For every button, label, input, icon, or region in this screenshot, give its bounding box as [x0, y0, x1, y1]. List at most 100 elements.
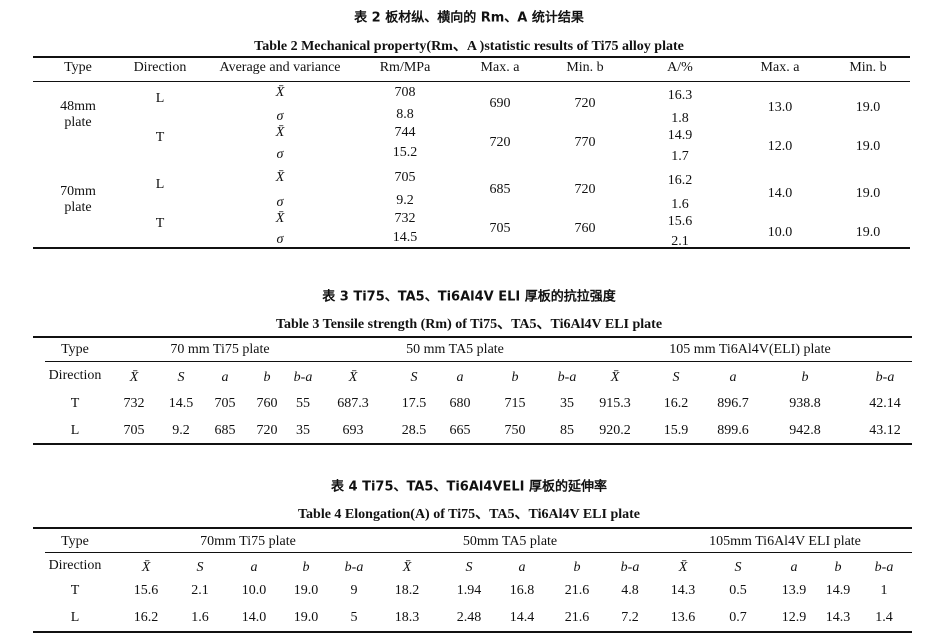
- direction-cell: T: [155, 130, 165, 145]
- value-cell: 15.6: [133, 583, 159, 598]
- rm-min-cell: 720: [574, 181, 596, 197]
- stat-subheader: a: [790, 560, 798, 575]
- value-cell: 9: [350, 583, 358, 598]
- column-header: A/%: [667, 60, 693, 75]
- stat-subheader: b-a: [344, 560, 364, 575]
- value-cell: 687.3: [337, 396, 369, 411]
- value-cell: 760: [256, 396, 278, 411]
- stat-subheader: b-a: [557, 370, 577, 385]
- value-cell: 43.12: [869, 423, 901, 438]
- table-rule: [33, 631, 912, 633]
- a-max-cell: 13.0: [767, 100, 793, 115]
- stat-subheader: b: [801, 370, 809, 385]
- value-cell: 915.3: [599, 396, 631, 411]
- mean-symbol: X̄: [275, 211, 285, 226]
- stat-subheader: X̄: [141, 560, 151, 575]
- plate-group-header: 50mm TA5 plate: [462, 534, 558, 549]
- a-max-cell: 10.0: [767, 224, 793, 240]
- value-cell: 21.6: [564, 583, 590, 598]
- a-min-cell: 19.0: [855, 100, 881, 115]
- value-cell: 1.94: [456, 583, 482, 598]
- plate-group-header: 105 mm Ti6Al4V(ELI) plate: [669, 342, 831, 357]
- type-header: Type: [61, 342, 89, 357]
- rm-max-cell: 720: [489, 135, 511, 150]
- column-header: Average and variance: [219, 60, 341, 75]
- value-cell: 4.8: [621, 583, 639, 598]
- value-cell: 13.6: [670, 610, 696, 625]
- value-cell: 0.7: [729, 610, 747, 625]
- stat-subheader: a: [250, 560, 258, 575]
- value-cell: 35: [296, 423, 310, 438]
- rm-sd-cell: 15.2: [392, 145, 418, 160]
- value-cell: 85: [560, 423, 574, 438]
- value-cell: 28.5: [401, 423, 427, 438]
- column-header: Min. b: [566, 60, 604, 75]
- stat-subheader: b-a: [620, 560, 640, 575]
- stat-subheader: X̄: [129, 370, 139, 385]
- rm-mean-cell: 705: [394, 170, 416, 185]
- stat-subheader: S: [177, 370, 185, 385]
- a-mean-cell: 15.6: [667, 214, 693, 229]
- a-max-cell: 14.0: [767, 185, 793, 201]
- value-cell: 19.0: [293, 610, 319, 625]
- stat-subheader: b-a: [293, 370, 313, 385]
- stat-subheader: X̄: [402, 560, 412, 575]
- value-cell: 35: [560, 396, 574, 411]
- value-cell: 1: [880, 583, 888, 598]
- a-mean-cell: 16.3: [667, 88, 693, 103]
- value-cell: 680: [449, 396, 471, 411]
- stat-subheader: b: [263, 370, 271, 385]
- rm-min-cell: 770: [574, 135, 596, 150]
- stat-subheader: a: [221, 370, 229, 385]
- stat-subheader: X̄: [610, 370, 620, 385]
- value-cell: 42.14: [869, 396, 901, 411]
- a-sd-cell: 1.8: [671, 111, 689, 126]
- stat-subheader: S: [196, 560, 204, 575]
- value-cell: 10.0: [241, 583, 267, 598]
- value-cell: 7.2: [621, 610, 639, 625]
- type-header: Type: [61, 534, 89, 549]
- value-cell: 693: [342, 423, 364, 438]
- value-cell: 750: [504, 423, 526, 438]
- a-mean-cell: 14.9: [667, 128, 693, 143]
- plate-type-cell: 48mm plate: [60, 99, 96, 130]
- value-cell: 16.2: [133, 610, 159, 625]
- value-cell: 14.3: [670, 583, 696, 598]
- stat-subheader: b: [834, 560, 842, 575]
- rm-sd-cell: 14.5: [392, 230, 418, 245]
- stat-subheader: S: [465, 560, 473, 575]
- table-rule: [33, 81, 910, 82]
- table-2-title-cn: 表 2 板材纵、横向的 Rm、A 统计结果: [354, 10, 584, 26]
- sigma-symbol: σ: [276, 232, 284, 247]
- column-header: Rm/MPa: [379, 60, 431, 75]
- value-cell: 55: [296, 396, 310, 411]
- rm-sd-cell: 8.8: [396, 107, 414, 122]
- stat-subheader: S: [672, 370, 680, 385]
- value-cell: 705: [123, 423, 145, 438]
- column-header: Min. b: [849, 60, 887, 75]
- value-cell: 16.2: [663, 396, 689, 411]
- a-mean-cell: 16.2: [667, 173, 693, 188]
- value-cell: 14.4: [509, 610, 535, 625]
- rm-mean-cell: 744: [394, 125, 416, 140]
- value-cell: 899.6: [717, 423, 749, 438]
- direction-cell: L: [70, 423, 80, 438]
- value-cell: 16.8: [509, 583, 535, 598]
- value-cell: 18.2: [394, 583, 420, 598]
- stat-subheader: b-a: [875, 370, 895, 385]
- value-cell: 942.8: [789, 423, 821, 438]
- value-cell: 15.9: [663, 423, 689, 438]
- direction-cell: L: [70, 610, 80, 625]
- a-min-cell: 19.0: [855, 224, 881, 240]
- value-cell: 12.9: [781, 610, 807, 625]
- value-cell: 0.5: [729, 583, 747, 598]
- value-cell: 896.7: [717, 396, 749, 411]
- table3-title-en: Table 3 Tensile strength (Rm) of Ti75、TA…: [275, 317, 663, 332]
- table-rule: [33, 527, 912, 529]
- value-cell: 5: [350, 610, 358, 625]
- column-header: Max. a: [480, 60, 520, 75]
- value-cell: 19.0: [293, 583, 319, 598]
- stat-subheader: b-a: [874, 560, 894, 575]
- value-cell: 13.9: [781, 583, 807, 598]
- rm-max-cell: 685: [489, 181, 511, 197]
